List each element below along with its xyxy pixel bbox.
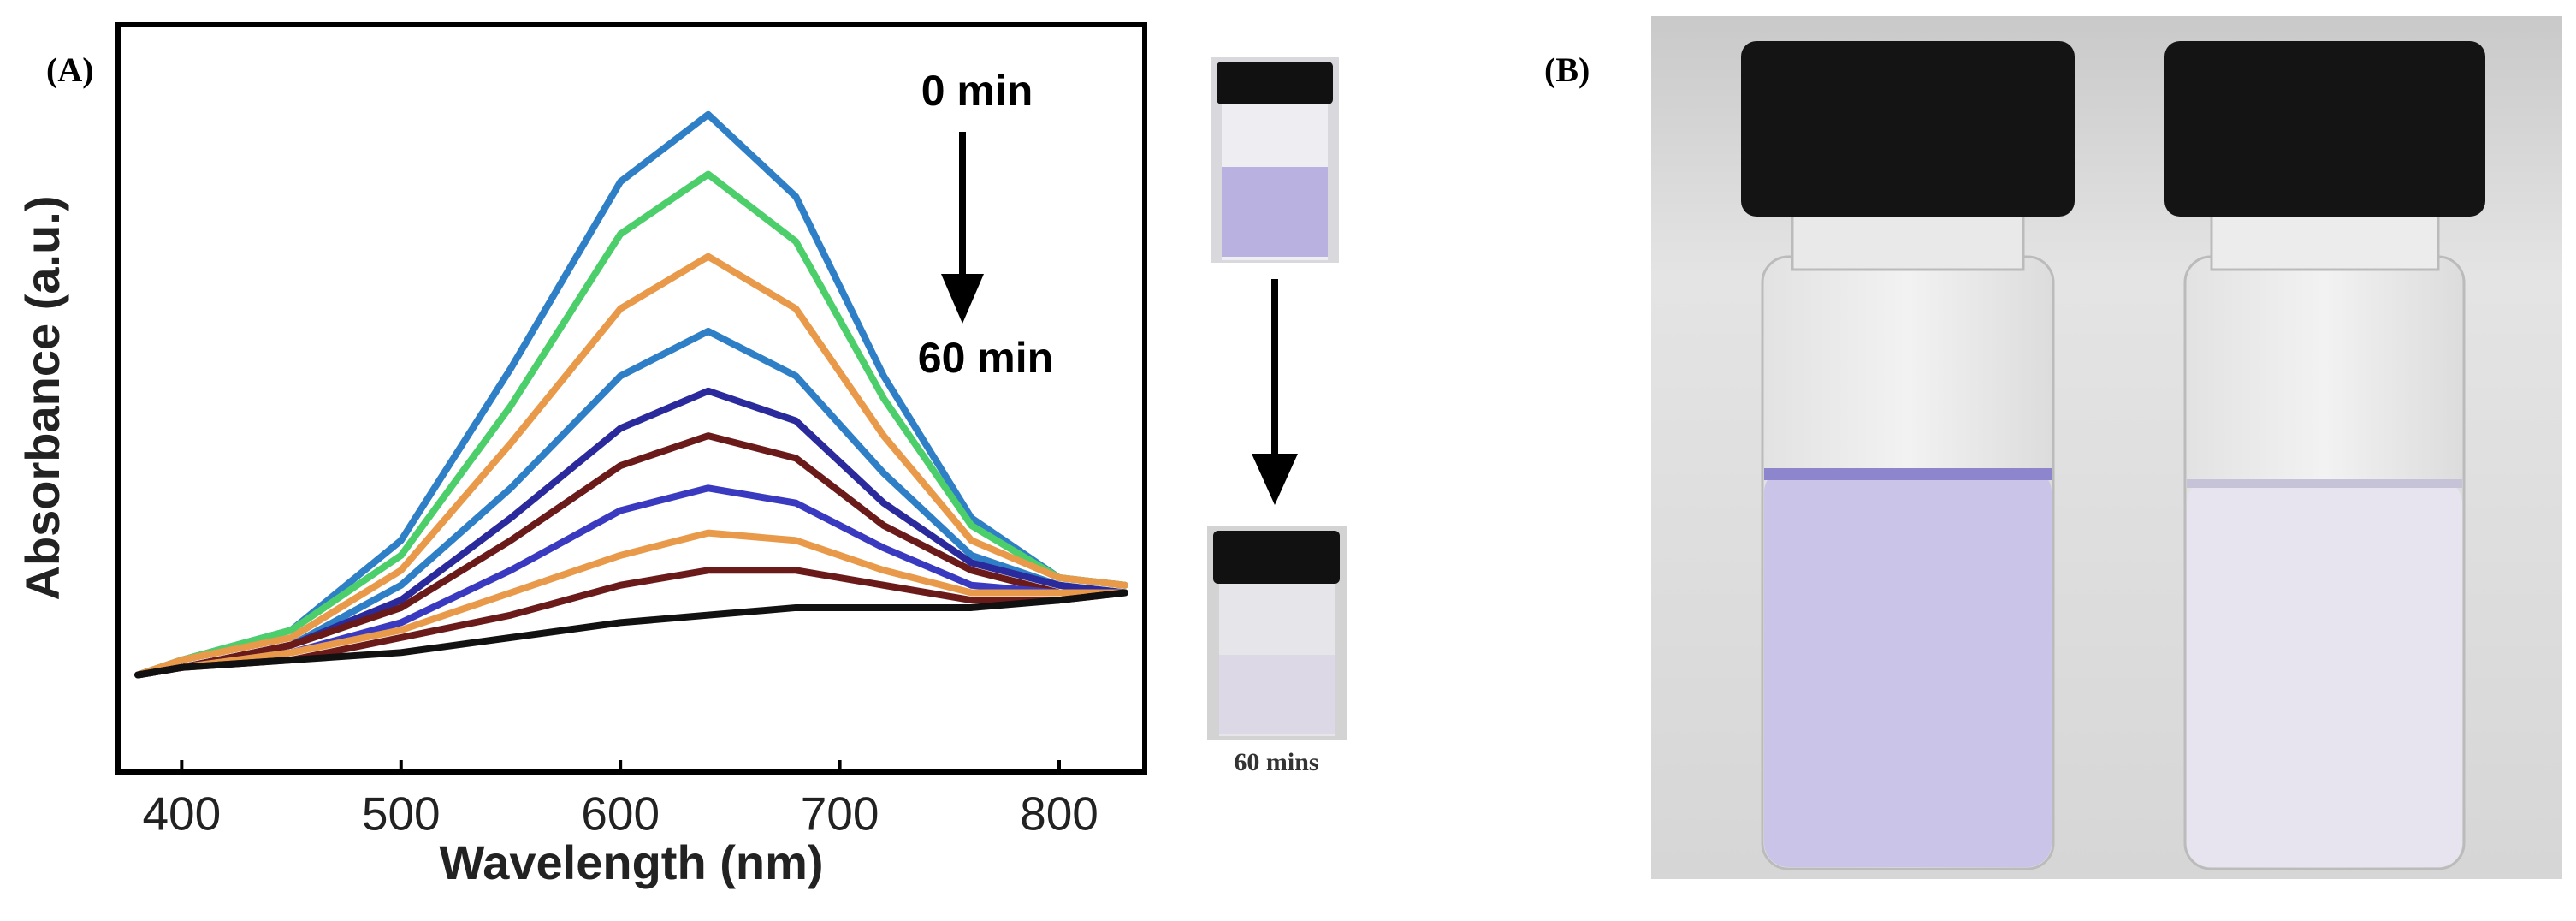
- series-line: [134, 589, 1128, 679]
- vials-photo: [1651, 16, 2562, 879]
- x-tick-label: 700: [801, 787, 879, 841]
- x-tick-label: 800: [1020, 787, 1099, 841]
- x-tick-label: 400: [142, 787, 221, 841]
- arrow-head: [1252, 454, 1298, 505]
- x-axis-label: Wavelength (nm): [439, 835, 823, 889]
- annotation: 0 min: [921, 67, 1033, 115]
- panel-label: (B): [1544, 51, 1590, 89]
- y-axis-label: Absorbance (a.u.): [15, 196, 69, 601]
- vial-photo: [1211, 57, 1339, 263]
- x-tick-label: 600: [581, 787, 660, 841]
- series-line: [134, 170, 1128, 679]
- series-line: [134, 529, 1128, 679]
- plot-area: [134, 110, 1128, 679]
- series-line: [134, 432, 1128, 679]
- photo-caption: 60 mins: [1234, 748, 1318, 776]
- panel-label: (A): [46, 51, 94, 89]
- x-tick-label: 500: [362, 787, 441, 841]
- annotation: 60 min: [918, 334, 1053, 382]
- arrow-head: [941, 274, 984, 324]
- vial-photo: [1207, 526, 1347, 740]
- plot-frame: [115, 22, 1147, 775]
- series-line: [134, 253, 1128, 679]
